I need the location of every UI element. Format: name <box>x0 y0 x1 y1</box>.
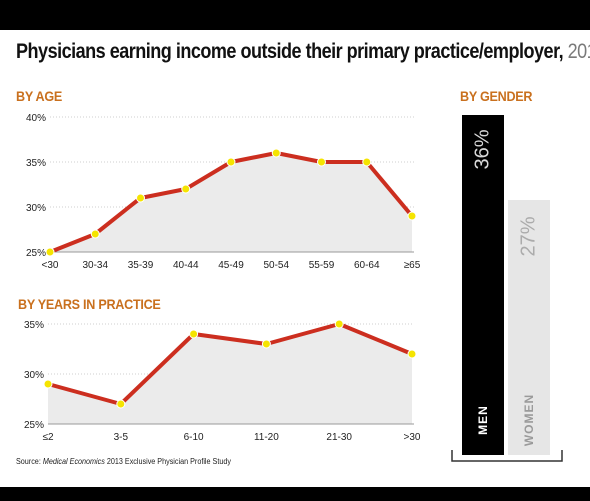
age-chart-ytick-label: 30% <box>26 203 46 214</box>
age-chart-xtick-label: <30 <box>42 260 59 271</box>
men-category-label: MEN <box>475 405 490 435</box>
age-chart-title: BY AGE <box>16 88 62 104</box>
years-chart-title: BY YEARS IN PRACTICE <box>18 296 161 312</box>
age-chart-point <box>90 229 100 239</box>
age-chart-ytick-label: 35% <box>26 158 46 169</box>
years-chart-xtick-label: 6-10 <box>184 432 204 443</box>
page-title: Physicians earning income outside their … <box>16 40 590 64</box>
years-chart-point <box>407 349 417 359</box>
age-chart-xtick-label: ≥65 <box>404 260 421 271</box>
women-bar <box>508 200 550 455</box>
age-chart-xtick-label: 35-39 <box>128 260 154 271</box>
age-chart-xtick-label: 50-54 <box>263 260 289 271</box>
age-chart-point <box>181 184 191 194</box>
years-chart-point <box>43 379 53 389</box>
age-chart-xtick-label: 30-34 <box>82 260 108 271</box>
years-chart-ytick-label: 30% <box>24 370 44 381</box>
age-chart-ytick-label: 25% <box>26 248 46 259</box>
age-chart-area <box>50 153 412 252</box>
age-chart-point <box>317 157 326 167</box>
age-chart-point <box>136 193 145 203</box>
years-chart-area <box>48 324 412 424</box>
gender-chart-title: BY GENDER <box>460 88 533 104</box>
years-chart-xtick-label: 11-20 <box>254 432 279 443</box>
age-chart-point <box>362 157 372 167</box>
age-chart-xtick-label: 55-59 <box>309 260 335 271</box>
men-bar <box>462 115 504 455</box>
years-chart-xtick-label: 3-5 <box>114 432 129 443</box>
age-chart-xtick-label: 60-64 <box>354 260 380 271</box>
years-chart-point <box>261 339 271 349</box>
top-band <box>0 0 590 30</box>
gender-bracket <box>451 450 563 462</box>
title-text: Physicians earning income outside their … <box>16 40 564 63</box>
years-chart-point <box>334 319 344 329</box>
years-chart-point <box>116 399 126 409</box>
years-chart-xtick-label: 21-30 <box>326 432 352 443</box>
age-chart-point <box>271 148 281 158</box>
age-chart-point <box>226 157 236 167</box>
years-chart-xtick-label: ≤2 <box>42 432 53 443</box>
title-year: 2012 <box>567 40 590 63</box>
age-chart-point <box>45 247 55 257</box>
men-value-label: 36% <box>471 128 494 170</box>
women-category-label: WOMEN <box>522 393 537 447</box>
source-publication: Medical Economics <box>42 457 105 466</box>
age-chart-point <box>407 211 417 221</box>
source-note: Source: Medical Economics 2013 Exclusive… <box>16 457 231 466</box>
source-rest: 2013 Exclusive Physician Profile Study <box>106 457 231 466</box>
years-chart-series-line <box>46 322 414 406</box>
source-prefix: Source: <box>16 457 41 466</box>
years-chart-point <box>189 329 199 339</box>
bottom-band <box>0 487 590 501</box>
years-chart-ytick-label: 35% <box>24 320 44 331</box>
age-chart-xtick-label: 45-49 <box>218 260 244 271</box>
women-value-label: 27% <box>517 215 540 257</box>
years-chart-xtick-label: >30 <box>404 432 421 443</box>
years-chart-ytick-label: 25% <box>24 420 44 431</box>
age-chart-xtick-label: 40-44 <box>173 260 199 271</box>
age-chart-ytick-label: 40% <box>26 113 46 124</box>
